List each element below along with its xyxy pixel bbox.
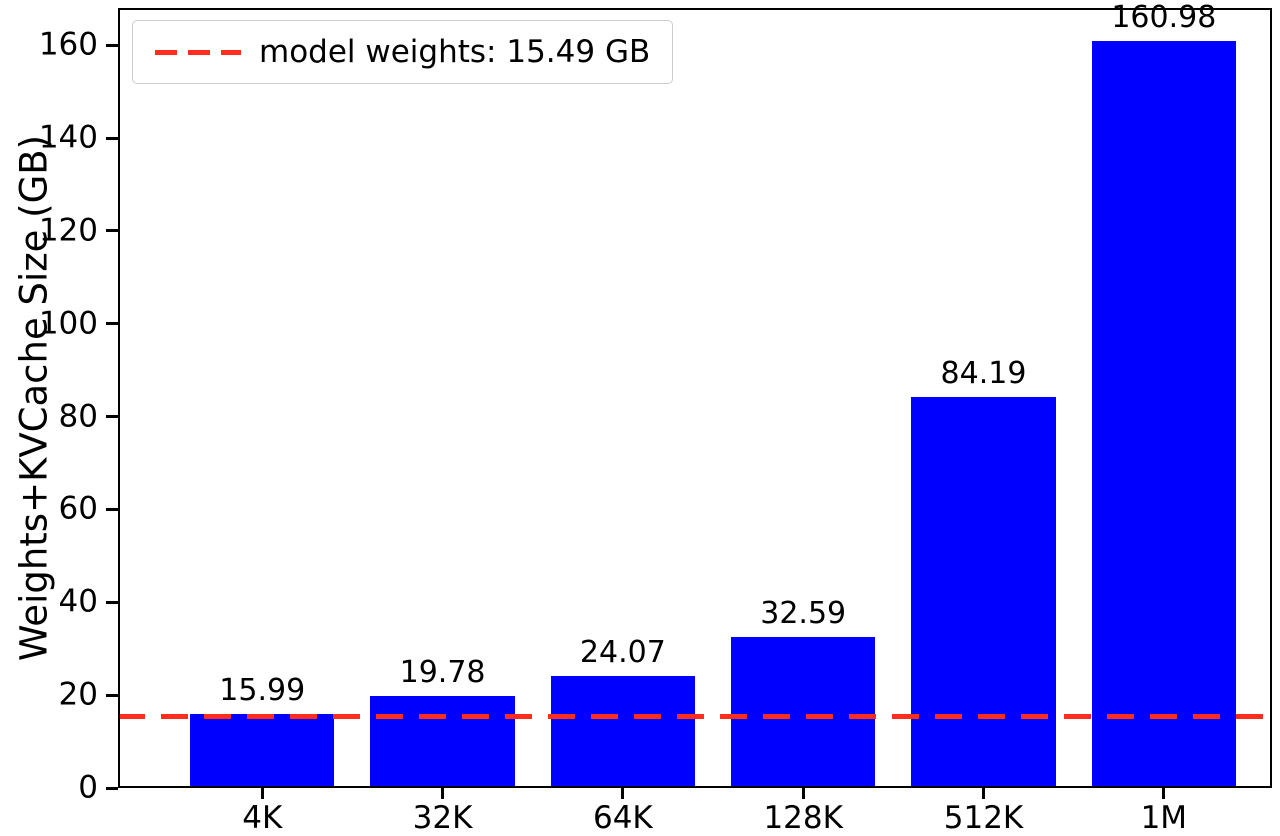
bar	[370, 696, 515, 788]
x-tick-label: 1M	[1140, 800, 1188, 836]
y-tick-label: 100	[38, 305, 98, 342]
x-tick-mark	[1162, 788, 1166, 799]
bar	[1091, 40, 1236, 788]
y-tick-mark	[106, 43, 118, 47]
x-tick-mark	[982, 788, 985, 799]
y-tick-label: 160	[38, 26, 98, 63]
x-tick-label: 4K	[242, 800, 283, 836]
bar-value-label: 15.99	[219, 672, 306, 708]
legend: model weights: 15.49 GB	[132, 20, 674, 84]
y-tick-mark	[106, 600, 118, 604]
bar-value-label: 19.78	[399, 655, 486, 691]
y-tick-label: 0	[78, 769, 98, 806]
legend-dashed-line-icon	[155, 49, 241, 55]
y-tick-label: 120	[38, 212, 98, 249]
legend-label: model weights: 15.49 GB	[259, 34, 651, 70]
y-tick-mark	[106, 136, 118, 140]
x-tick-mark	[441, 788, 445, 799]
y-tick-mark	[106, 415, 118, 419]
y-tick-mark	[106, 786, 118, 790]
x-tick-mark	[801, 788, 805, 799]
y-tick-label: 140	[38, 119, 98, 156]
bar	[731, 636, 876, 788]
model-weights-reference-line	[118, 713, 1272, 719]
bar-value-label: 160.98	[1111, 0, 1217, 35]
bar	[911, 397, 1056, 788]
y-tick-label: 60	[58, 490, 98, 527]
x-tick-label: 128K	[763, 800, 843, 836]
bar-value-label: 32.59	[760, 595, 847, 631]
y-tick-mark	[106, 507, 118, 511]
y-tick-mark	[106, 229, 118, 233]
plot-area: model weights: 15.49 GB 0 20 40 60 80 100 120 1…	[39, 2, 1272, 834]
x-tick-label: 512K	[943, 800, 1024, 836]
y-tick-mark	[106, 693, 118, 697]
x-tick-label: 32K	[412, 800, 473, 836]
y-tick-label: 80	[58, 398, 98, 435]
y-tick-label: 40	[58, 583, 98, 620]
x-tick-mark	[260, 788, 264, 799]
bar-value-label: 84.19	[940, 356, 1027, 392]
x-tick-label: 64K	[592, 800, 653, 836]
y-tick-mark	[106, 322, 118, 326]
bar	[550, 676, 695, 788]
bar	[190, 713, 335, 788]
y-tick-label: 20	[58, 676, 98, 713]
bar-value-label: 24.07	[579, 635, 666, 671]
x-tick-mark	[621, 788, 625, 799]
